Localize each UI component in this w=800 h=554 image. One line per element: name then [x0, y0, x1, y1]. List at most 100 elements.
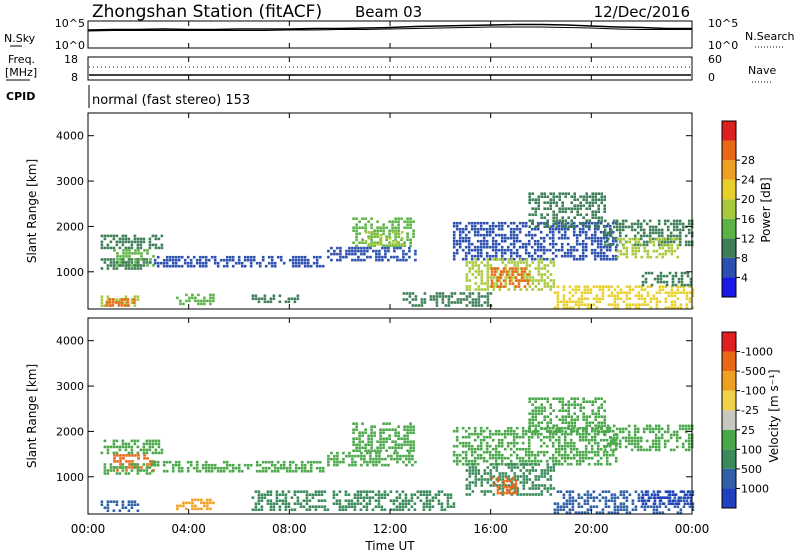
- data-cell: [409, 217, 412, 220]
- data-cell: [545, 257, 549, 261]
- data-cell: [210, 255, 214, 259]
- data-cell: [126, 301, 130, 304]
- data-cell: [645, 222, 649, 226]
- data-cell: [679, 306, 683, 309]
- data-cell: [249, 255, 253, 259]
- data-cell: [634, 490, 638, 493]
- data-cell: [195, 261, 199, 265]
- data-cell: [206, 501, 209, 505]
- data-cell: [580, 291, 584, 294]
- data-cell: [581, 254, 585, 258]
- data-cell: [565, 306, 569, 309]
- data-cell: [455, 242, 459, 246]
- data-cell: [188, 296, 191, 300]
- data-cell: [625, 246, 629, 250]
- data-cell: [388, 446, 391, 449]
- data-cell: [499, 285, 503, 288]
- data-cell: [619, 502, 623, 505]
- data-cell: [498, 279, 502, 282]
- data-cell: [548, 456, 552, 460]
- data-cell: [676, 243, 680, 247]
- data-cell: [200, 299, 203, 303]
- data-cell: [305, 490, 309, 493]
- data-cell: [568, 499, 572, 502]
- data-cell: [465, 276, 469, 279]
- data-cell: [461, 426, 465, 430]
- data-cell: [581, 245, 585, 249]
- data-cell: [128, 454, 131, 457]
- data-cell: [371, 496, 375, 499]
- data-cell: [673, 306, 677, 309]
- data-cell: [625, 508, 629, 511]
- data-cell: [130, 298, 134, 301]
- data-cell: [142, 445, 146, 449]
- data-cell: [504, 276, 508, 279]
- data-cell: [689, 277, 693, 281]
- data-cell: [518, 456, 522, 460]
- data-cell: [598, 493, 602, 496]
- data-cell: [177, 466, 181, 470]
- data-cell: [371, 490, 375, 493]
- data-cell: [593, 233, 597, 237]
- data-cell: [631, 237, 635, 241]
- data-cell: [174, 261, 178, 265]
- data-cell: [284, 499, 288, 502]
- data-cell: [496, 485, 500, 489]
- data-cell: [670, 243, 674, 247]
- data-cell: [658, 237, 662, 241]
- data-cell: [569, 438, 573, 442]
- data-cell: [561, 201, 564, 204]
- data-cell: [619, 297, 623, 300]
- data-cell: [651, 237, 655, 241]
- data-cell: [560, 432, 564, 436]
- data-cell: [367, 243, 371, 246]
- data-cell: [577, 288, 581, 291]
- data-cell: [441, 295, 445, 298]
- data-cell: [204, 469, 208, 473]
- data-cell: [561, 418, 564, 421]
- data-cell: [587, 227, 591, 231]
- data-cell: [614, 459, 618, 463]
- data-cell: [503, 233, 507, 237]
- data-cell: [509, 432, 513, 436]
- data-cell: [402, 252, 405, 256]
- data-cell: [315, 261, 319, 265]
- data-cell: [486, 258, 490, 261]
- data-cell: [556, 297, 560, 300]
- data-cell: [406, 425, 409, 428]
- data-cell: [382, 223, 385, 226]
- data-cell: [366, 249, 369, 253]
- data-cell: [482, 233, 486, 237]
- data-cell: [130, 503, 134, 506]
- data-cell: [653, 277, 657, 281]
- data-cell: [385, 238, 388, 241]
- data-cell: [578, 432, 582, 436]
- data-cell: [376, 234, 380, 237]
- data-cell: [491, 224, 495, 228]
- freq-tick-low: 8: [71, 71, 78, 84]
- data-cell: [563, 456, 567, 460]
- data-cell: [130, 506, 134, 509]
- data-cell: [585, 225, 588, 228]
- data-cell: [678, 234, 682, 238]
- data-cell: [575, 462, 579, 466]
- data-cell: [644, 502, 648, 505]
- data-cell: [376, 449, 379, 452]
- data-cell: [537, 195, 540, 198]
- data-cell: [249, 261, 253, 265]
- data-cell: [596, 444, 600, 448]
- data-cell: [407, 499, 411, 502]
- data-cell: [597, 415, 600, 418]
- data-cell: [498, 478, 502, 481]
- data-cell: [480, 261, 484, 264]
- data-cell: [489, 472, 493, 475]
- data-cell: [338, 508, 342, 511]
- data-cell: [563, 251, 567, 255]
- data-cell: [108, 304, 112, 307]
- data-cell: [395, 508, 399, 511]
- data-cell: [503, 221, 507, 225]
- data-cell: [513, 472, 517, 475]
- data-cell: [644, 271, 648, 275]
- data-cell: [570, 210, 573, 213]
- data-cell: [590, 438, 594, 442]
